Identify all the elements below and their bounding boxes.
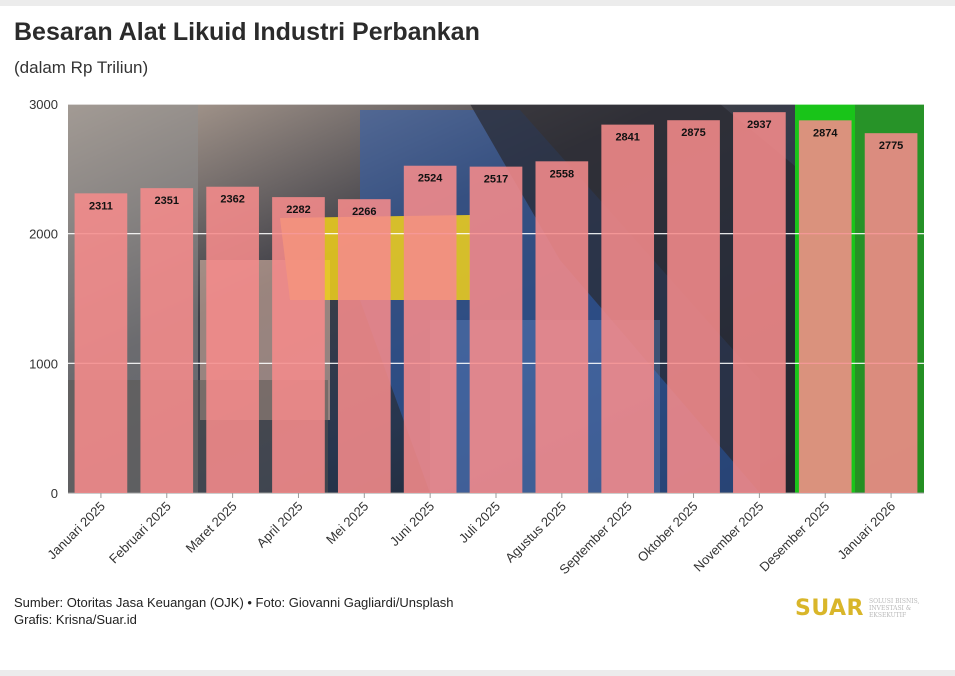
data-label-13: 2775 — [879, 140, 903, 152]
data-label-3: 2362 — [220, 194, 244, 206]
y-tick-label: 3000 — [29, 97, 58, 112]
x-tick-label-10: Oktober 2025 — [634, 499, 700, 565]
bar-10 — [667, 120, 720, 493]
value-labels: 2311 2351 2362 2282 2266 2524 2517 2558 2841 2875… — [89, 119, 903, 218]
bar-2 — [140, 188, 194, 493]
x-tick-label-12: Desember 2025 — [756, 499, 832, 575]
source-note: Sumber: Otoritas Jasa Keuangan (OJK) • F… — [14, 595, 454, 610]
data-label-4: 2282 — [286, 204, 310, 216]
y-tick-label: 2000 — [29, 227, 58, 242]
x-tick-label-9: September 2025 — [556, 499, 635, 578]
y-tick-label: 0 — [51, 486, 58, 501]
x-tick-label-3: Maret 2025 — [183, 499, 240, 556]
bar-3 — [206, 186, 259, 493]
logo-tagline: SOLUSI BISNIS, INVESTASI & EKSEKUTIF — [869, 598, 920, 619]
chart-footer: Sumber: Otoritas Jasa Keuangan (OJK) • F… — [14, 594, 454, 628]
bar-5 — [337, 199, 391, 493]
graphic-credit: Grafis: Krisna/Suar.id — [14, 612, 137, 627]
data-label-6: 2524 — [418, 173, 443, 185]
x-tick-label-5: Mei 2025 — [323, 499, 371, 547]
chart-subtitle: (dalam Rp Triliun) — [14, 58, 149, 77]
data-label-8: 2558 — [550, 168, 574, 180]
data-label-2: 2351 — [155, 195, 179, 207]
bar-7 — [469, 166, 523, 493]
data-label-11: 2937 — [747, 119, 771, 131]
x-tick-label-11: November 2025 — [690, 499, 766, 575]
bar-9 — [601, 124, 655, 493]
x-tick-label-6: Juni 2025 — [387, 499, 437, 549]
bars — [74, 112, 918, 494]
y-tick-label: 1000 — [29, 356, 58, 371]
bar-1 — [74, 193, 128, 493]
bar-4 — [272, 197, 325, 494]
suar-logo: SUAR SOLUSI BISNIS, INVESTASI & EKSEKUTI… — [795, 596, 944, 621]
x-tick-label-1: Januari 2025 — [44, 499, 108, 563]
chart-title: Besaran Alat Likuid Industri Perbankan — [14, 18, 480, 46]
logo-wordmark: SUAR — [795, 596, 864, 621]
data-label-9: 2841 — [615, 132, 639, 144]
x-tick-label-7: Juli 2025 — [456, 499, 503, 546]
x-tick-label-8: Agustus 2025 — [502, 499, 569, 566]
bar-8 — [535, 161, 589, 493]
x-tick-label-2: Februari 2025 — [106, 499, 174, 567]
data-label-10: 2875 — [681, 127, 705, 139]
data-label-5: 2266 — [352, 206, 376, 218]
x-tick-label-13: Januari 2026 — [834, 499, 898, 563]
data-label-7: 2517 — [484, 174, 508, 186]
data-label-1: 2311 — [89, 200, 113, 212]
bar-6 — [403, 165, 457, 494]
bar-11 — [733, 112, 786, 493]
data-label-12: 2874 — [813, 127, 838, 139]
x-tick-label-4: April 2025 — [254, 499, 306, 551]
bar-12 — [798, 120, 852, 493]
bar-13 — [864, 133, 918, 494]
